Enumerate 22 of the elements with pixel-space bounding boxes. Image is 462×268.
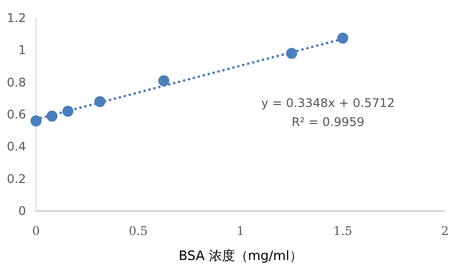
- y-tick-label: 1: [18, 43, 26, 58]
- point: [337, 32, 348, 44]
- point: [94, 96, 106, 108]
- annotation: y = 0.3348x + 0.5712: [261, 96, 395, 110]
- y-tick-label: 0: [18, 204, 26, 218]
- x-axis-title: BSA 浓度（mg/ml）: [178, 248, 302, 264]
- annotation: R² = 0.9959: [292, 115, 364, 129]
- point: [62, 106, 74, 117]
- point: [158, 75, 170, 86]
- point: [30, 115, 42, 126]
- y-tick-label: 1.2: [6, 11, 26, 25]
- x-tick-label: 1.5: [333, 224, 352, 238]
- y-tick-label: 0.8: [6, 75, 26, 90]
- x-tick-label: 0: [32, 224, 40, 238]
- x-tick-label: 0.5: [128, 224, 148, 238]
- point: [286, 48, 298, 59]
- point: [46, 110, 58, 122]
- y-tick-label: 0.6: [6, 108, 26, 122]
- y-tick-label: 0.2: [6, 172, 26, 186]
- x-tick-label: 1: [236, 224, 244, 238]
- y-tick-label: 0.4: [6, 140, 26, 154]
- x-tick-label: 2: [441, 224, 449, 238]
